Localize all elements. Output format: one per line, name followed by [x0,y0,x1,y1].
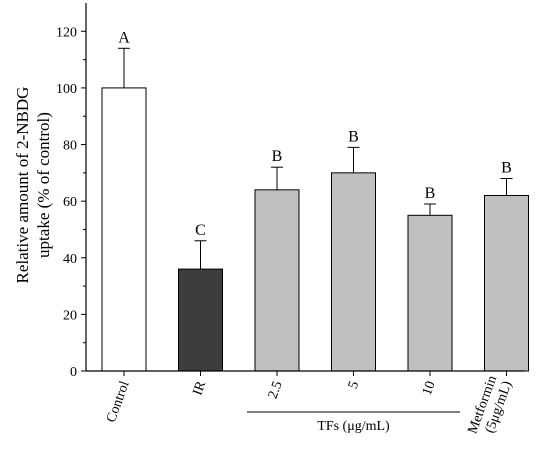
x-tick-label-4: 10 [420,379,439,397]
bar-4 [407,214,453,372]
bar-2 [254,189,300,372]
x-tick-label-2: 2.5 [266,379,286,401]
bar-1 [178,268,223,372]
y-tick-label-1: 20 [63,308,77,323]
y-axis-label-line-1: Relative amount of 2-NBDG [13,87,32,284]
x-tick-label-3: 5 [346,379,362,391]
y-tick-label-5: 100 [56,82,77,97]
significance-label-1: C [195,222,206,239]
x-tick-label-0: Control [104,379,133,424]
x-tick-label-3-line-0: 5 [346,379,362,391]
y-axis-label-line-2: uptake (% of control) [34,112,53,258]
bar-3 [331,172,376,372]
x-tick-label-1: IR [190,379,209,398]
significance-label-0: A [118,29,130,46]
significance-label-3: B [348,128,359,145]
axes-layer [81,3,525,413]
y-tick-label-4: 80 [63,139,77,154]
bar-0 [101,87,147,372]
significance-label-5: B [501,160,512,177]
bar-5 [484,194,529,372]
x-tick-label-2-line-0: 2.5 [266,379,286,401]
x-tick-label-0-line-0: Control [104,379,133,424]
y-tick-label-0: 0 [70,365,77,380]
x-tick-label-5: Metformin(5μg/mL) [465,374,515,436]
group-label: TFs (μg/mL) [317,419,390,434]
y-tick-label-3: 60 [63,195,77,210]
x-tick-label-4-line-0: 10 [420,379,439,397]
significance-label-4: B [425,185,436,202]
y-tick-label-2: 40 [63,252,77,267]
y-axis-label: Relative amount of 2-NBDG uptake (% of c… [13,87,53,284]
y-tick-label-6: 120 [56,25,77,40]
significance-label-2: B [272,148,283,165]
bars-layer [101,47,529,372]
x-tick-label-1-line-0: IR [190,379,209,398]
